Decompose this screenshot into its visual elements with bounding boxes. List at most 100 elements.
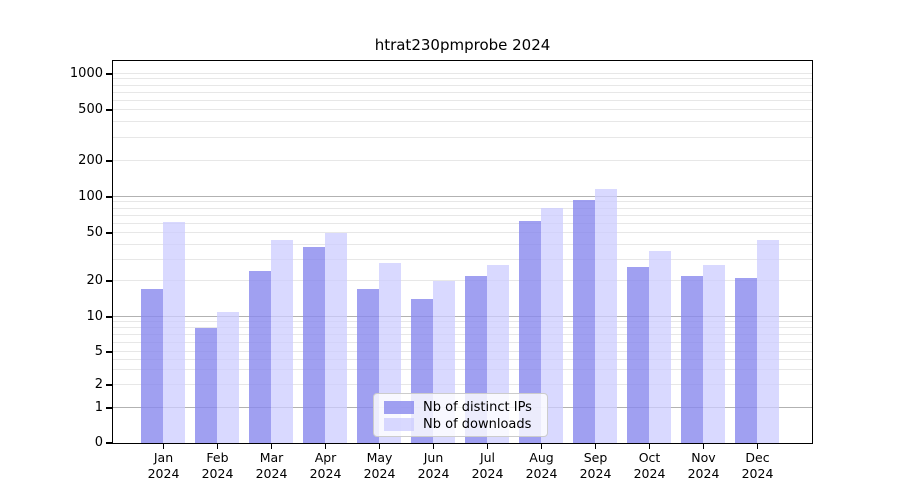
gridline [112, 232, 812, 233]
bar [249, 270, 271, 443]
x-tick-year: 2024 [579, 466, 612, 481]
x-tick-month: Nov [691, 450, 716, 465]
gridline [112, 214, 812, 216]
y-tick [106, 196, 112, 198]
x-tick-month: Feb [206, 450, 229, 465]
y-tick [106, 160, 112, 162]
gridline [112, 109, 812, 110]
y-tick-label: 5 [94, 344, 103, 359]
gridline [112, 316, 812, 317]
x-tick-year: 2024 [363, 466, 396, 481]
y-tick [106, 384, 112, 386]
x-tick [486, 444, 489, 449]
bar [303, 246, 325, 443]
x-tick-year: 2024 [633, 466, 666, 481]
x-tick-year: 2024 [471, 466, 504, 481]
x-tick-month: Jun [423, 450, 444, 465]
x-tick-label: Feb 2024 [186, 450, 250, 482]
gridline [112, 160, 812, 161]
x-tick-year: 2024 [309, 466, 342, 481]
x-tick-month: Sep [583, 450, 608, 465]
bar [141, 288, 163, 443]
plot-area [111, 59, 813, 444]
y-tick-label: 500 [78, 102, 103, 117]
x-tick [216, 444, 219, 449]
x-tick-label: Sep 2024 [564, 450, 628, 482]
x-tick [756, 444, 759, 449]
gridline [112, 351, 812, 352]
gridline [112, 84, 812, 86]
y-tick [106, 351, 112, 353]
gridline [112, 327, 812, 329]
bar [271, 240, 293, 443]
gridline [112, 321, 812, 323]
legend-item: Nb of distinct IPs [384, 399, 532, 415]
x-tick [432, 444, 435, 449]
gridline [112, 341, 812, 343]
bar [595, 189, 617, 443]
gridline [112, 78, 812, 80]
y-tick-label: 10 [86, 309, 103, 324]
x-tick [702, 444, 705, 449]
y-tick-label: 1 [94, 400, 103, 415]
bar [735, 277, 757, 443]
legend-item: Nb of downloads [384, 416, 531, 432]
x-tick-month: Jul [479, 450, 496, 465]
y-tick-label: 50 [86, 225, 103, 240]
x-tick-year: 2024 [687, 466, 720, 481]
gridline [112, 222, 812, 224]
x-tick-year: 2024 [255, 466, 288, 481]
bar [217, 311, 239, 443]
x-tick [648, 444, 651, 449]
y-tick-label: 20 [86, 273, 103, 288]
x-tick-label: Dec 2024 [726, 450, 790, 482]
x-tick-year: 2024 [741, 466, 774, 481]
gridline [112, 99, 812, 101]
bar [757, 240, 779, 443]
bar [195, 327, 217, 443]
x-tick [540, 444, 543, 449]
y-tick [106, 232, 112, 234]
gridline [112, 334, 812, 336]
y-tick [106, 73, 112, 75]
y-tick-label: 200 [78, 153, 103, 168]
x-tick-month: Oct [638, 450, 661, 465]
x-tick-year: 2024 [201, 466, 234, 481]
chart-title: htrat230pmprobe 2024 [374, 36, 551, 54]
x-tick [270, 444, 273, 449]
bar [627, 266, 649, 443]
x-tick-year: 2024 [417, 466, 450, 481]
bar [163, 222, 185, 443]
gridline [112, 196, 812, 197]
x-tick-year: 2024 [525, 466, 558, 481]
gridline [112, 121, 812, 123]
x-tick-month: Apr [314, 450, 337, 465]
x-tick-label: Apr 2024 [294, 450, 358, 482]
gridline [112, 91, 812, 93]
x-tick-label: Jun 2024 [402, 450, 466, 482]
legend-swatch [384, 417, 414, 431]
gridline [112, 359, 812, 361]
x-tick-month: Aug [529, 450, 554, 465]
y-tick [106, 442, 112, 444]
y-tick [106, 280, 112, 282]
y-tick-label: 100 [78, 189, 103, 204]
legend: Nb of distinct IPs Nb of downloads [373, 393, 548, 437]
x-tick-year: 2024 [147, 466, 180, 481]
y-tick-label: 0 [94, 435, 103, 450]
x-tick [324, 444, 327, 449]
x-tick-label: Mar 2024 [240, 450, 304, 482]
x-tick-label: Jan 2024 [132, 450, 196, 482]
gridline [112, 73, 812, 74]
x-tick-month: May [366, 450, 393, 465]
bar [519, 220, 541, 443]
x-tick [162, 444, 165, 449]
x-tick-label: Oct 2024 [618, 450, 682, 482]
gridline [112, 258, 812, 260]
gridline [112, 369, 812, 371]
legend-swatch [384, 400, 414, 414]
x-tick-month: Jan [153, 450, 174, 465]
x-tick-label: May 2024 [348, 450, 412, 482]
bar [325, 232, 347, 443]
